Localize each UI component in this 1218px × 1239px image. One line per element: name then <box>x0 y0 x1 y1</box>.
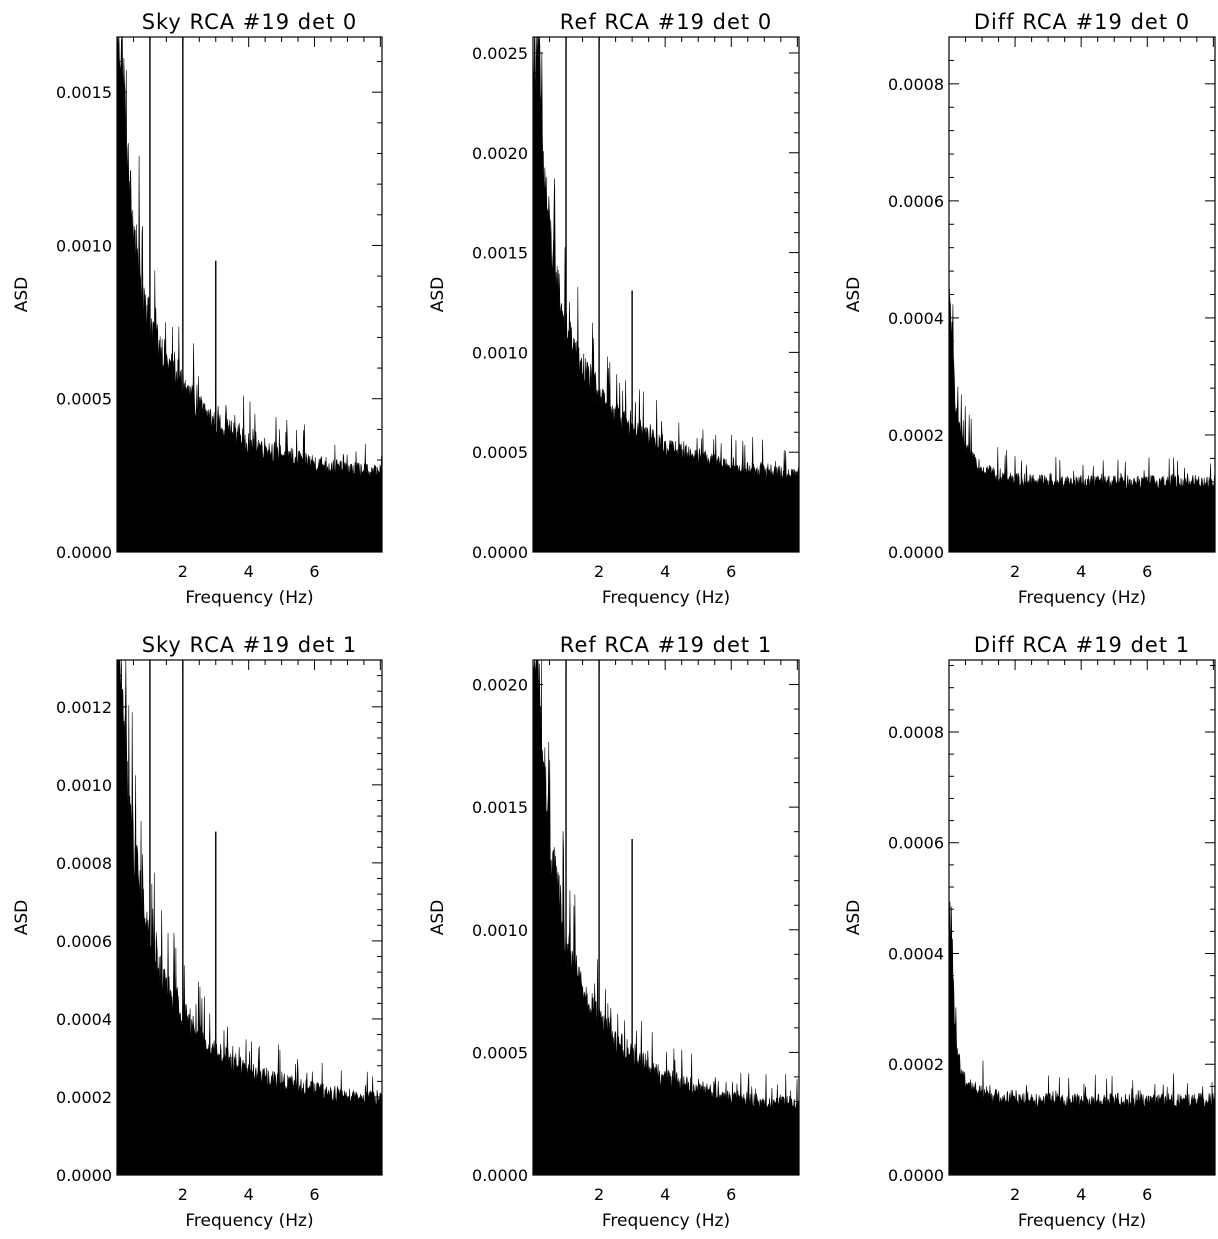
asd-spectrum-series <box>532 36 800 553</box>
x-tick-label: 6 <box>1142 562 1152 581</box>
x-tick-label: 6 <box>726 562 736 581</box>
chart-panel-3: Sky RCA #19 det 1 2 4 6 0.0000 0.0002 0.0004 0.… <box>12 633 383 1231</box>
y-tick-label: 0.0000 <box>472 1166 528 1185</box>
y-tick-label: 0.0005 <box>472 443 528 462</box>
plot-frame <box>116 36 383 553</box>
chart-title: Ref RCA #19 det 0 <box>560 10 772 34</box>
asd-spectrum-series <box>116 659 383 1176</box>
y-tick-label: 0.0005 <box>472 1043 528 1062</box>
y-tick-label: 0.0008 <box>888 75 944 94</box>
y-tick-label: 0.0015 <box>472 798 528 817</box>
y-tick-label: 0.0025 <box>472 44 528 63</box>
chart-title: Sky RCA #19 det 0 <box>142 10 358 34</box>
x-axis-label: Frequency (Hz) <box>1018 588 1146 608</box>
y-tick-label: 0.0020 <box>472 144 528 163</box>
y-tick-label: 0.0000 <box>888 1166 944 1185</box>
chart-panel-1: Ref RCA #19 det 0 2 4 6 0.0000 0.0005 0.0010 0.… <box>428 10 800 608</box>
x-tick-label: 6 <box>1142 1185 1152 1204</box>
x-axis-label: Frequency (Hz) <box>1018 1211 1146 1231</box>
plot-frame <box>532 659 800 1176</box>
y-tick-label: 0.0000 <box>888 543 944 562</box>
y-tick-label: 0.0005 <box>56 390 112 409</box>
y-tick-label: 0.0015 <box>56 83 112 102</box>
x-tick-label: 4 <box>1076 562 1086 581</box>
y-axis-label: ASD <box>844 900 864 936</box>
x-tick-label: 4 <box>660 1185 670 1204</box>
y-tick-label: 0.0010 <box>472 921 528 940</box>
y-tick-label: 0.0002 <box>56 1088 112 1107</box>
x-axis-label: Frequency (Hz) <box>602 1211 730 1231</box>
x-tick-label: 2 <box>178 1185 188 1204</box>
x-tick-label: 4 <box>1076 1185 1086 1204</box>
y-tick-label: 0.0006 <box>888 834 944 853</box>
chart-panel-0: Sky RCA #19 det 0 2 4 6 0.0000 0.0005 0.0010 0.… <box>12 10 383 608</box>
x-axis-label: Frequency (Hz) <box>185 588 313 608</box>
y-tick-label: 0.0012 <box>56 698 112 717</box>
x-tick-label: 6 <box>726 1185 736 1204</box>
y-axis-label: ASD <box>844 277 864 313</box>
x-tick-label: 2 <box>594 562 604 581</box>
y-axis-label: ASD <box>428 900 448 936</box>
y-tick-label: 0.0002 <box>888 426 944 445</box>
y-tick-label: 0.0002 <box>888 1055 944 1074</box>
x-axis-label: Frequency (Hz) <box>185 1211 313 1231</box>
asd-spectrum-series <box>948 288 1216 553</box>
x-tick-label: 4 <box>244 562 254 581</box>
x-tick-label: 4 <box>244 1185 254 1204</box>
y-tick-label: 0.0010 <box>56 776 112 795</box>
y-tick-label: 0.0004 <box>888 309 944 328</box>
y-tick-label: 0.0004 <box>56 1010 112 1029</box>
chart-panel-5: Diff RCA #19 det 1 2 4 6 0.0000 0.0002 0.0004 0… <box>844 633 1216 1231</box>
chart-panel-2: Diff RCA #19 det 0 2 4 6 0.0000 0.0002 0.0004 0… <box>844 10 1216 608</box>
y-axis-label: ASD <box>428 277 448 313</box>
y-tick-label: 0.0008 <box>56 854 112 873</box>
y-tick-label: 0.0015 <box>472 244 528 263</box>
y-axis-label: ASD <box>12 277 32 313</box>
y-tick-label: 0.0000 <box>472 543 528 562</box>
x-tick-label: 2 <box>1010 1185 1020 1204</box>
y-tick-label: 0.0010 <box>472 343 528 362</box>
chart-title: Sky RCA #19 det 1 <box>142 633 358 657</box>
y-tick-label: 0.0004 <box>888 944 944 963</box>
y-tick-label: 0.0010 <box>56 236 112 255</box>
y-tick-label: 0.0008 <box>888 723 944 742</box>
y-axis-label: ASD <box>12 900 32 936</box>
y-tick-label: 0.0006 <box>56 932 112 951</box>
y-tick-label: 0.0020 <box>472 676 528 695</box>
y-tick-label: 0.0000 <box>56 1166 112 1185</box>
x-tick-label: 2 <box>178 562 188 581</box>
asd-spectrum-series <box>116 36 383 553</box>
asd-spectrum-series <box>948 897 1216 1176</box>
x-tick-label: 2 <box>1010 562 1020 581</box>
x-tick-label: 2 <box>594 1185 604 1204</box>
x-axis-label: Frequency (Hz) <box>602 588 730 608</box>
chart-title: Diff RCA #19 det 1 <box>974 633 1190 657</box>
chart-title: Diff RCA #19 det 0 <box>974 10 1190 34</box>
asd-spectrum-series <box>532 659 800 1176</box>
y-tick-label: 0.0000 <box>56 543 112 562</box>
plot-frame <box>948 659 1216 1176</box>
chart-title: Ref RCA #19 det 1 <box>560 633 772 657</box>
y-tick-label: 0.0006 <box>888 192 944 211</box>
x-tick-label: 4 <box>660 562 670 581</box>
x-tick-label: 6 <box>309 562 319 581</box>
x-tick-label: 6 <box>309 1185 319 1204</box>
chart-panel-4: Ref RCA #19 det 1 2 4 6 0.0000 0.0005 0.0010 0.… <box>428 633 800 1231</box>
plot-frame <box>532 36 800 553</box>
plot-frame <box>116 659 383 1176</box>
